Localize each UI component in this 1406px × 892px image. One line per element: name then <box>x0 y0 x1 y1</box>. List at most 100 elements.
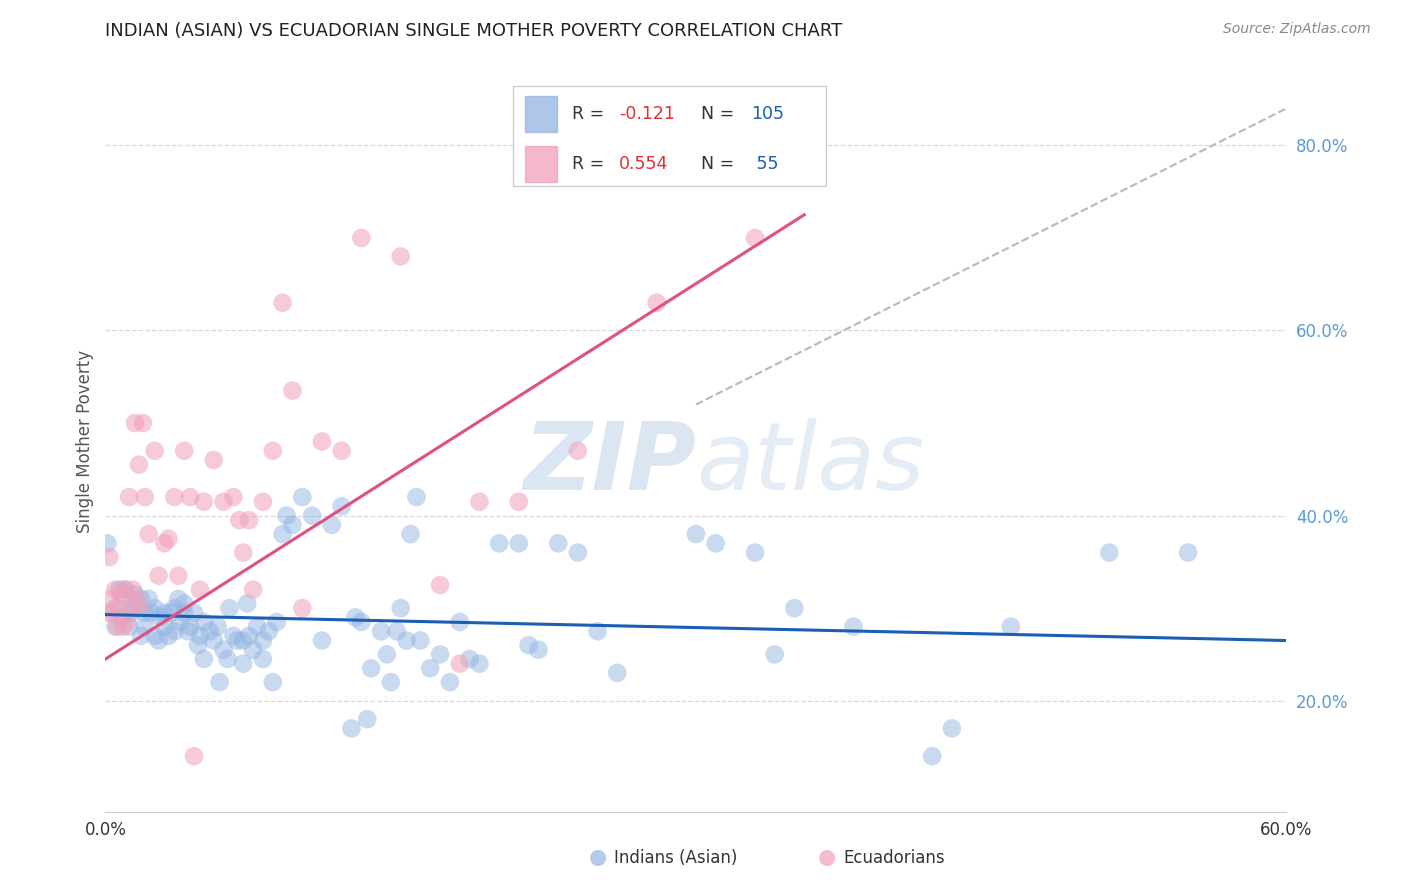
Point <box>468 494 491 508</box>
Point <box>399 527 422 541</box>
Point <box>120 606 142 620</box>
Point <box>242 582 264 597</box>
Point <box>508 536 530 550</box>
Point <box>429 648 451 662</box>
Point <box>419 661 441 675</box>
Text: INDIAN (ASIAN) VS ECUADORIAN SINGLE MOTHER POVERTY CORRELATION CHART: INDIAN (ASIAN) VS ECUADORIAN SINGLE MOTH… <box>105 22 842 40</box>
Point <box>104 601 127 615</box>
Point <box>134 490 156 504</box>
Text: R =: R = <box>572 105 610 123</box>
Point <box>153 606 176 620</box>
Point <box>96 536 118 550</box>
Point <box>173 443 195 458</box>
Text: -0.121: -0.121 <box>619 105 675 123</box>
Point <box>222 629 245 643</box>
Point <box>232 657 254 671</box>
Point <box>291 490 314 504</box>
Text: Indians (Asian): Indians (Asian) <box>614 849 738 867</box>
Point <box>114 582 136 597</box>
Point <box>134 619 156 633</box>
Point <box>157 629 180 643</box>
Point <box>266 615 288 629</box>
Point <box>226 633 249 648</box>
Point <box>177 624 200 639</box>
Point <box>468 657 491 671</box>
Point <box>276 508 298 523</box>
Point <box>517 638 540 652</box>
Point <box>100 591 122 606</box>
Point <box>157 532 180 546</box>
Point <box>187 638 209 652</box>
Point <box>202 633 225 648</box>
Point <box>108 601 131 615</box>
Point <box>202 453 225 467</box>
Point <box>163 624 186 639</box>
Point <box>228 513 250 527</box>
Text: Source: ZipAtlas.com: Source: ZipAtlas.com <box>1223 22 1371 37</box>
Point <box>124 587 146 601</box>
Point <box>217 652 239 666</box>
Point <box>138 591 160 606</box>
Point <box>763 648 786 662</box>
Text: 55: 55 <box>751 155 779 173</box>
Text: 105: 105 <box>751 105 783 123</box>
Point <box>232 546 254 560</box>
Point <box>115 615 138 629</box>
Point <box>129 629 152 643</box>
Text: 0.554: 0.554 <box>619 155 669 173</box>
Point <box>340 722 363 736</box>
Point <box>439 675 461 690</box>
Point <box>291 601 314 615</box>
Point <box>173 606 195 620</box>
Point <box>508 494 530 508</box>
Point <box>527 642 550 657</box>
Point <box>124 601 146 615</box>
Point <box>114 582 136 597</box>
Point <box>449 657 471 671</box>
Point <box>143 443 166 458</box>
Point <box>125 591 148 606</box>
Point <box>252 633 274 648</box>
Point <box>1177 546 1199 560</box>
Point <box>188 582 211 597</box>
Point <box>375 648 398 662</box>
Point <box>344 610 367 624</box>
Point <box>129 591 152 606</box>
Point <box>143 601 166 615</box>
Point <box>321 517 343 532</box>
Point <box>704 536 727 550</box>
Point <box>301 508 323 523</box>
Point <box>238 629 260 643</box>
Point <box>238 513 260 527</box>
Point <box>163 601 186 615</box>
Point <box>169 615 191 629</box>
Point <box>207 619 229 633</box>
Point <box>98 550 121 565</box>
Point <box>645 295 668 310</box>
Point <box>246 619 269 633</box>
Point <box>193 494 215 508</box>
Point <box>179 619 201 633</box>
Point <box>122 582 145 597</box>
Point <box>744 546 766 560</box>
Point <box>389 601 412 615</box>
Point <box>783 601 806 615</box>
Point <box>153 536 176 550</box>
Point <box>242 642 264 657</box>
Point <box>262 443 284 458</box>
Point <box>118 619 141 633</box>
Text: R =: R = <box>572 155 610 173</box>
Point <box>458 652 481 666</box>
Point <box>330 500 353 514</box>
Point <box>389 249 412 264</box>
Point <box>567 443 589 458</box>
Point <box>212 494 235 508</box>
Point <box>921 749 943 764</box>
Text: ●: ● <box>589 847 606 867</box>
Point <box>167 591 190 606</box>
Point <box>606 665 628 680</box>
Point <box>1000 619 1022 633</box>
Point <box>1098 546 1121 560</box>
Point <box>104 619 127 633</box>
Point <box>120 601 142 615</box>
